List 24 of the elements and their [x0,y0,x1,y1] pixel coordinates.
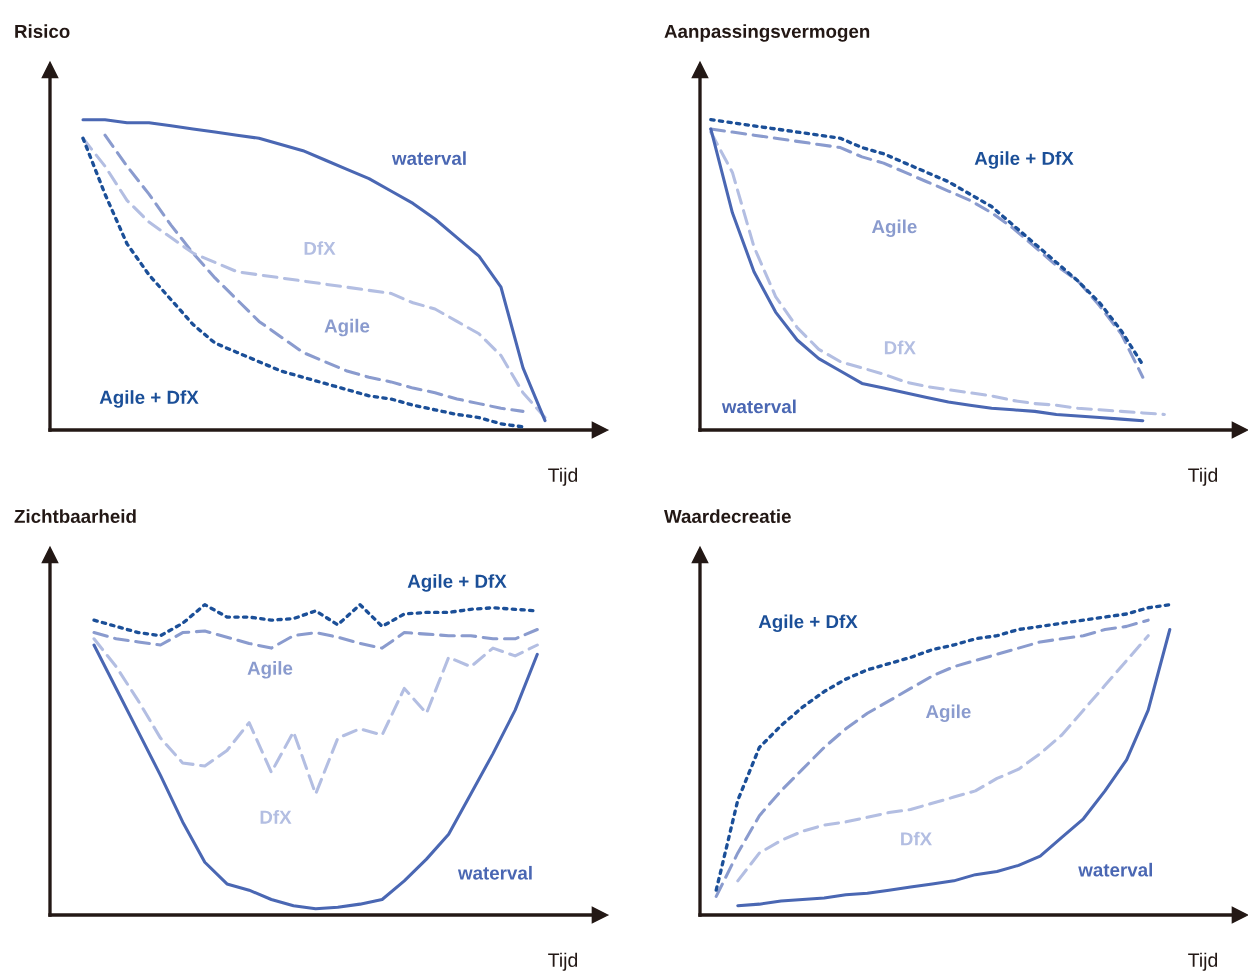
series-label: Agile [324,318,370,337]
series-label: waterval [391,151,466,166]
chart-title: Aanpassingsvermogen [664,24,870,42]
series-label: waterval [457,865,532,880]
text: Agile [871,219,917,238]
x-axis-title: Tijd [1188,952,1218,971]
text: Agile + DfX [99,390,199,408]
x-axis-title: Tijd [1188,467,1218,486]
series-label: DfX [260,810,292,824]
text: waterval [721,399,796,414]
x-axis-title: Tijd [548,467,578,486]
series-label: DfX [901,831,932,846]
chart-title: Zichtbaarheid [14,509,136,524]
series-label: Agile + DfX [407,574,507,592]
text: Agile + DfX [758,614,858,633]
series-label: DfX [304,241,336,255]
series-label: Agile [247,661,293,679]
series-label: DfX [884,340,916,355]
chart-title: Waardecreatie [664,509,791,524]
series-label: Agile [925,704,971,723]
series-label: waterval [1078,862,1152,877]
chart-title: Risico [15,24,70,39]
x-axis-title: Tijd [548,952,578,971]
series-label: Agile + DfX [974,151,1074,169]
